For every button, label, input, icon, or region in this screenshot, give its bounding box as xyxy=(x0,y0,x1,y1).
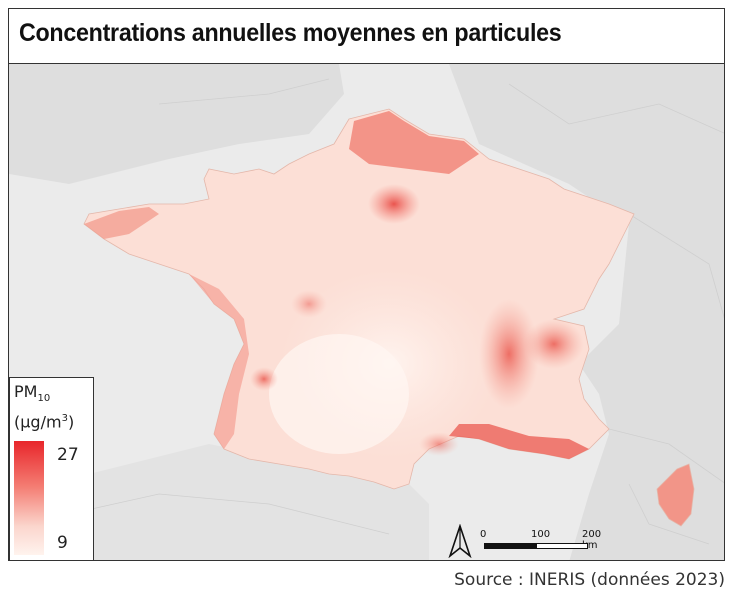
road-network xyxy=(68,78,724,545)
legend-unit-sup: 3 xyxy=(61,413,68,425)
legend-pollutant: PM xyxy=(14,382,38,401)
north-hot-zone xyxy=(349,111,479,174)
legend-unit-prefix: (µg/m xyxy=(14,412,62,432)
scale-label-0: 0 xyxy=(480,529,487,540)
corsica xyxy=(656,463,695,527)
source-credit: Source : INERIS (données 2023) xyxy=(454,570,725,590)
paris-hotspot xyxy=(368,184,420,224)
north-arrow-icon xyxy=(448,524,472,558)
scale-label-100: 100 xyxy=(531,529,551,540)
scale-segment-dark xyxy=(484,543,536,549)
mediterranean-hot-zone xyxy=(449,424,589,459)
east-landmass xyxy=(449,64,724,560)
scale-bar: 0 100 200 km xyxy=(480,529,601,559)
scale-label-200: 200 km xyxy=(582,529,602,551)
legend-title: PM10 (µg/m3) xyxy=(14,382,74,433)
legend-box: PM10 (µg/m3) 27 9 xyxy=(9,377,94,560)
legend-min-label: 9 xyxy=(57,533,68,553)
title-bar: Concentrations annuelles moyennes en par… xyxy=(9,9,724,64)
map-canvas xyxy=(9,64,724,560)
legend-max-label: 27 xyxy=(57,445,79,465)
map-frame: Concentrations annuelles moyennes en par… xyxy=(8,8,725,561)
rhone-valley-zone xyxy=(479,299,539,409)
map-title: Concentrations annuelles moyennes en par… xyxy=(19,19,562,47)
legend-unit-suffix: ) xyxy=(67,412,75,432)
scale-segment-light xyxy=(536,543,588,549)
atlantic-coast-zone xyxy=(189,274,249,449)
legend-color-ramp xyxy=(14,441,44,555)
legend-pollutant-sub: 10 xyxy=(37,393,51,405)
uk-landmass xyxy=(9,64,344,184)
